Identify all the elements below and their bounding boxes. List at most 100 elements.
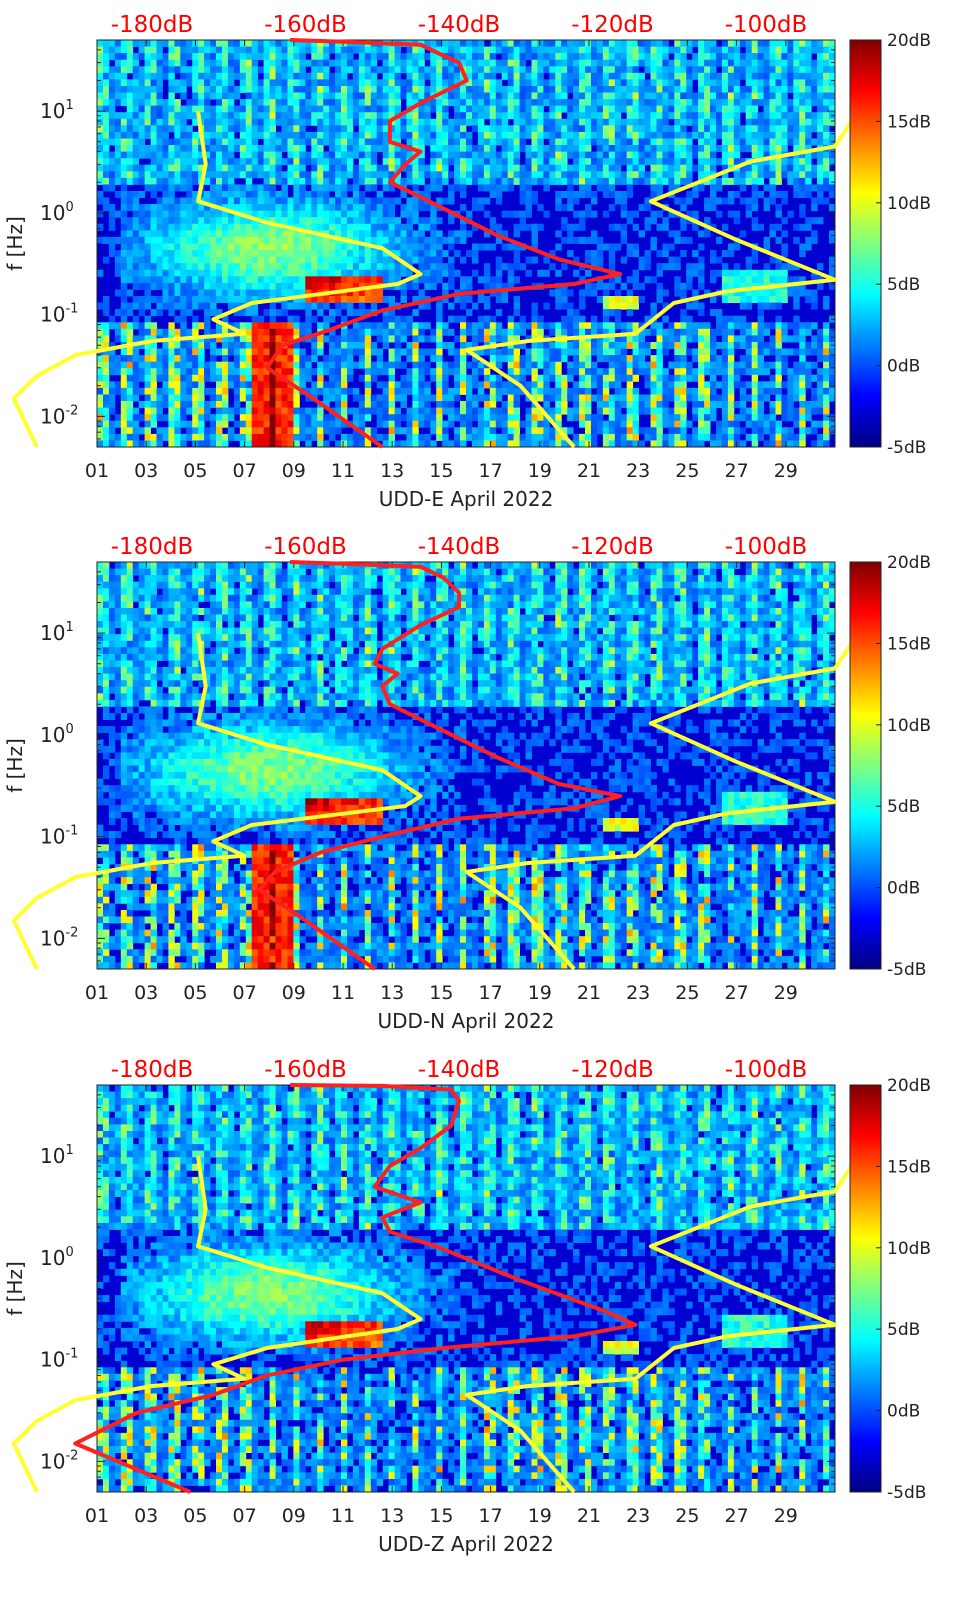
heatmap-cell (245, 243, 253, 251)
heatmap-cell (507, 368, 515, 376)
heatmap-cell (281, 105, 288, 113)
heatmap-cell (644, 66, 651, 74)
heatmap-cell (281, 66, 288, 74)
heatmap-cell (632, 59, 639, 67)
heatmap-cell (245, 381, 253, 389)
heatmap-cell (507, 210, 515, 218)
heatmap-cell (108, 250, 116, 258)
heatmap-cell (406, 440, 413, 448)
heatmap-cell (311, 282, 318, 290)
heatmap-cell (644, 151, 651, 159)
heatmap-cell (662, 394, 669, 402)
heatmap-cell (358, 197, 366, 205)
heatmap-cell (335, 361, 342, 369)
heatmap-cell (519, 92, 526, 100)
heatmap-cell (174, 59, 181, 67)
heatmap-cell (442, 328, 449, 336)
heatmap-cell (174, 46, 181, 54)
heatmap-cell (495, 40, 503, 47)
heatmap-cell (210, 309, 217, 317)
heatmap-cell (317, 407, 324, 415)
heatmap-cell (114, 92, 122, 100)
heatmap-cell (305, 328, 312, 336)
heatmap-cell (579, 53, 586, 61)
heatmap-cell (650, 243, 657, 251)
heatmap-cell (144, 387, 151, 395)
heatmap-cell (156, 210, 163, 218)
heatmap-cell (162, 302, 169, 310)
heatmap-cell (644, 263, 651, 271)
heatmap-cell (513, 407, 520, 415)
heatmap-cell (281, 112, 288, 120)
heatmap-cell (394, 217, 401, 225)
heatmap-cell (466, 131, 473, 139)
heatmap-cell (263, 66, 270, 74)
heatmap-cell (120, 99, 128, 107)
heatmap-cell (644, 99, 651, 107)
heatmap-cell (537, 177, 544, 185)
heatmap-cell (382, 315, 390, 323)
heatmap-cell (305, 131, 312, 139)
heatmap-cell (251, 223, 259, 231)
heatmap-cell (519, 99, 526, 107)
heatmap-cell (347, 171, 354, 179)
heatmap-cell (591, 328, 598, 336)
heatmap-cell (608, 250, 616, 258)
heatmap-cell (626, 86, 634, 93)
heatmap-cell (543, 440, 550, 448)
heatmap-cell (114, 164, 122, 172)
heatmap-cell (513, 276, 520, 284)
heatmap-cell (608, 433, 616, 441)
heatmap-cell (477, 296, 485, 303)
heatmap-cell (222, 164, 229, 172)
heatmap-cell (323, 315, 330, 323)
heatmap-cell (150, 328, 157, 336)
heatmap-cell (180, 66, 187, 74)
heatmap-cell (430, 223, 437, 231)
heatmap-cell (222, 381, 229, 389)
heatmap-cell (120, 191, 128, 198)
heatmap-cell (591, 99, 598, 107)
heatmap-cell (144, 282, 151, 290)
heatmap-cell (495, 361, 503, 369)
heatmap-cell (103, 79, 110, 87)
heatmap-cell (596, 138, 604, 146)
heatmap-cell (442, 197, 449, 205)
heatmap-cell (245, 131, 253, 139)
heatmap-cell (174, 440, 181, 448)
heatmap-cell (323, 401, 330, 408)
heatmap-cell (388, 401, 395, 408)
heatmap-cell (204, 79, 211, 87)
heatmap-cell (257, 223, 265, 231)
heatmap-cell (662, 440, 669, 448)
heatmap-cell (608, 401, 616, 408)
heatmap-cell (596, 355, 604, 363)
heatmap-cell (549, 348, 556, 356)
heatmap-cell (620, 282, 628, 290)
heatmap-cell (632, 177, 639, 185)
heatmap-cell (561, 118, 568, 126)
heatmap-cell (591, 420, 598, 428)
heatmap-cell (614, 151, 622, 159)
heatmap-cell (412, 433, 419, 441)
heatmap-cell (144, 131, 151, 139)
heatmap-cell (579, 420, 586, 428)
heatmap-cell (406, 269, 413, 277)
heatmap-cell (222, 223, 229, 231)
heatmap-cell (257, 79, 265, 87)
heatmap-cell (162, 99, 169, 107)
heatmap-cell (507, 72, 515, 80)
heatmap-cell (239, 276, 247, 284)
heatmap-cell (150, 381, 157, 389)
heatmap-cell (263, 289, 270, 297)
heatmap-cell (323, 302, 330, 310)
heatmap-cell (668, 59, 675, 67)
heatmap-cell (180, 381, 187, 389)
heatmap-cell (656, 86, 663, 93)
heatmap-cell (442, 131, 449, 139)
heatmap-cell (233, 368, 241, 376)
heatmap-cell (585, 269, 592, 277)
heatmap-cell (233, 86, 241, 93)
heatmap-cell (287, 79, 294, 87)
heatmap-cell (126, 177, 134, 185)
